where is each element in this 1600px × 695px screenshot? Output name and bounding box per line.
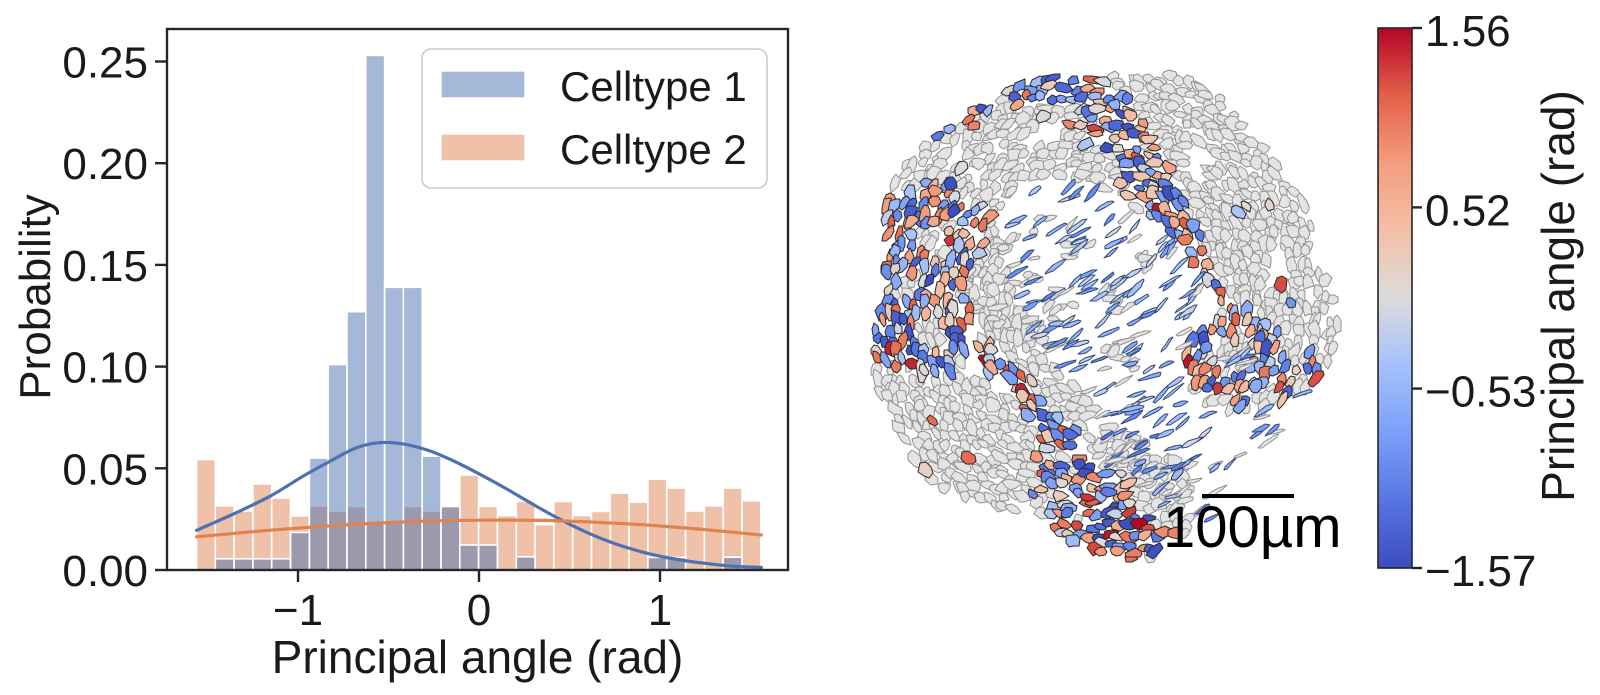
svg-text:Celltype 1: Celltype 1 (560, 63, 747, 110)
svg-text:Celltype 2: Celltype 2 (560, 126, 747, 173)
svg-text:0: 0 (467, 586, 491, 635)
svg-text:Principal angle (rad): Principal angle (rad) (272, 631, 684, 683)
svg-text:0.10: 0.10 (62, 344, 148, 393)
svg-text:0.52: 0.52 (1425, 186, 1511, 235)
svg-text:0.00: 0.00 (62, 547, 148, 596)
svg-text:−1: −1 (273, 586, 323, 635)
svg-text:−0.53: −0.53 (1425, 368, 1536, 417)
svg-text:1: 1 (648, 586, 672, 635)
svg-text:−1.57: −1.57 (1425, 547, 1536, 596)
svg-text:1.56: 1.56 (1425, 7, 1511, 56)
svg-text:0.15: 0.15 (62, 242, 148, 291)
svg-text:0.05: 0.05 (62, 445, 148, 494)
svg-text:0.25: 0.25 (62, 39, 148, 88)
svg-text:Probability: Probability (11, 194, 60, 399)
svg-text:0.20: 0.20 (62, 140, 148, 189)
svg-text:Principal angle (rad): Principal angle (rad) (1532, 90, 1584, 502)
svg-text:100µm: 100µm (1163, 495, 1342, 560)
